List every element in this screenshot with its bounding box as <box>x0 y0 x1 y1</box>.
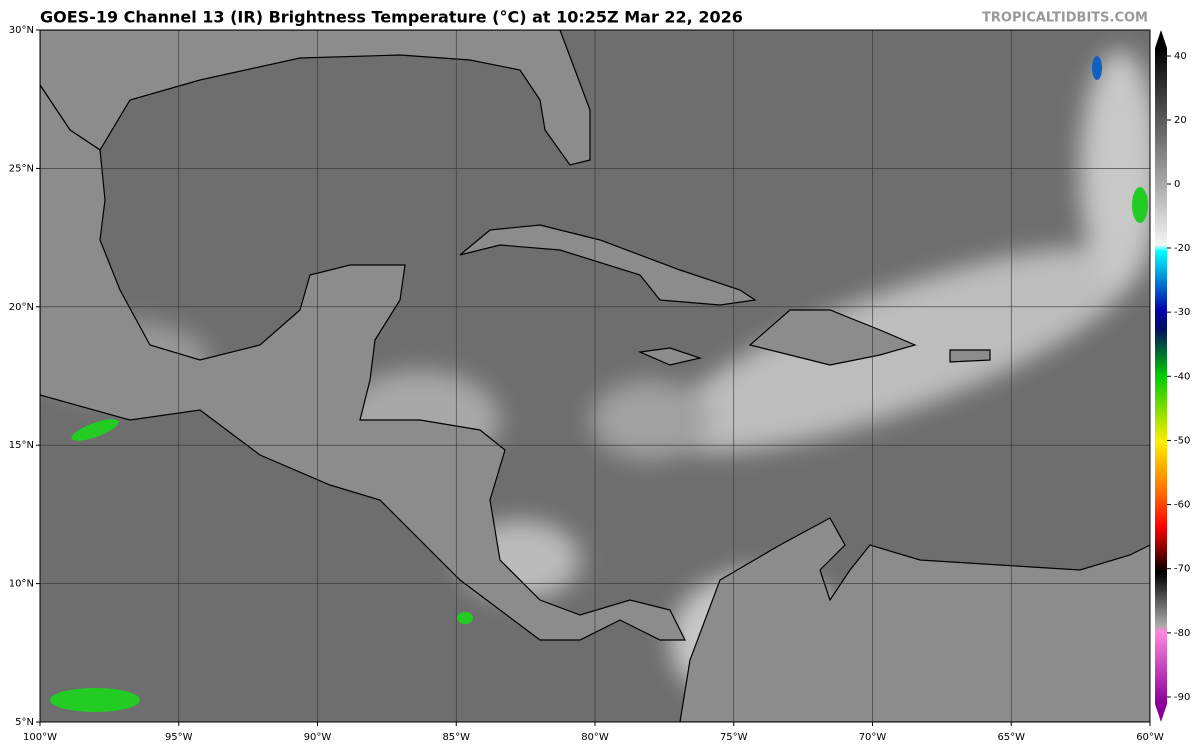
colorbar-tick-label: -70 <box>1174 564 1190 575</box>
colorbar-top-extension <box>1155 30 1167 48</box>
x-tick-label: 70°W <box>859 732 887 743</box>
convection <box>50 56 1148 712</box>
y-tick-label: 25°N <box>9 163 34 174</box>
colorbar-tick-label: -80 <box>1174 628 1190 639</box>
colorbar-tick-label: 0 <box>1174 179 1180 190</box>
x-tick-label: 60°W <box>1136 732 1164 743</box>
y-tick-label: 30°N <box>9 25 34 36</box>
colorbar-bottom-extension <box>1155 704 1167 722</box>
colorbar-tick-label: -90 <box>1174 692 1190 703</box>
title: GOES-19 Channel 13 (IR) Brightness Tempe… <box>40 8 743 27</box>
axes: 100°W 95°W 90°W 85°W 80°W 75°W 70°W 65°W 60°W 5°N… <box>9 25 1164 743</box>
x-tick-label: 75°W <box>720 732 748 743</box>
colorbar-ticks: 40 20 0 -20 -30 -40 -50 -60 -70 -80 -90 <box>1167 51 1190 703</box>
y-tick-label: 10°N <box>9 579 34 590</box>
colorbar-tick-label: 20 <box>1174 115 1187 126</box>
colorbar-tick-label: -50 <box>1174 435 1190 446</box>
x-tick-label: 100°W <box>23 732 57 743</box>
coastlines <box>40 30 1150 722</box>
colorbar-tick-label: -60 <box>1174 500 1190 511</box>
colorbar <box>1155 48 1167 704</box>
x-tick-label: 85°W <box>442 732 470 743</box>
y-tick-label: 20°N <box>9 302 34 313</box>
colorbar-tick-label: 40 <box>1174 51 1187 62</box>
x-tick-label: 90°W <box>304 732 332 743</box>
y-tick-label: 15°N <box>9 440 34 451</box>
y-tick-label: 5°N <box>15 717 34 728</box>
colorbar-tick-label: -20 <box>1174 243 1190 254</box>
x-tick-label: 80°W <box>581 732 609 743</box>
colorbar-tick-label: -30 <box>1174 307 1190 318</box>
site-label: TROPICALTIDBITS.COM <box>982 11 1148 26</box>
colorbar-tick-label: -40 <box>1174 371 1190 382</box>
x-tick-label: 95°W <box>165 732 193 743</box>
graticule <box>40 30 1150 722</box>
x-tick-label: 65°W <box>997 732 1025 743</box>
map <box>40 30 1150 722</box>
